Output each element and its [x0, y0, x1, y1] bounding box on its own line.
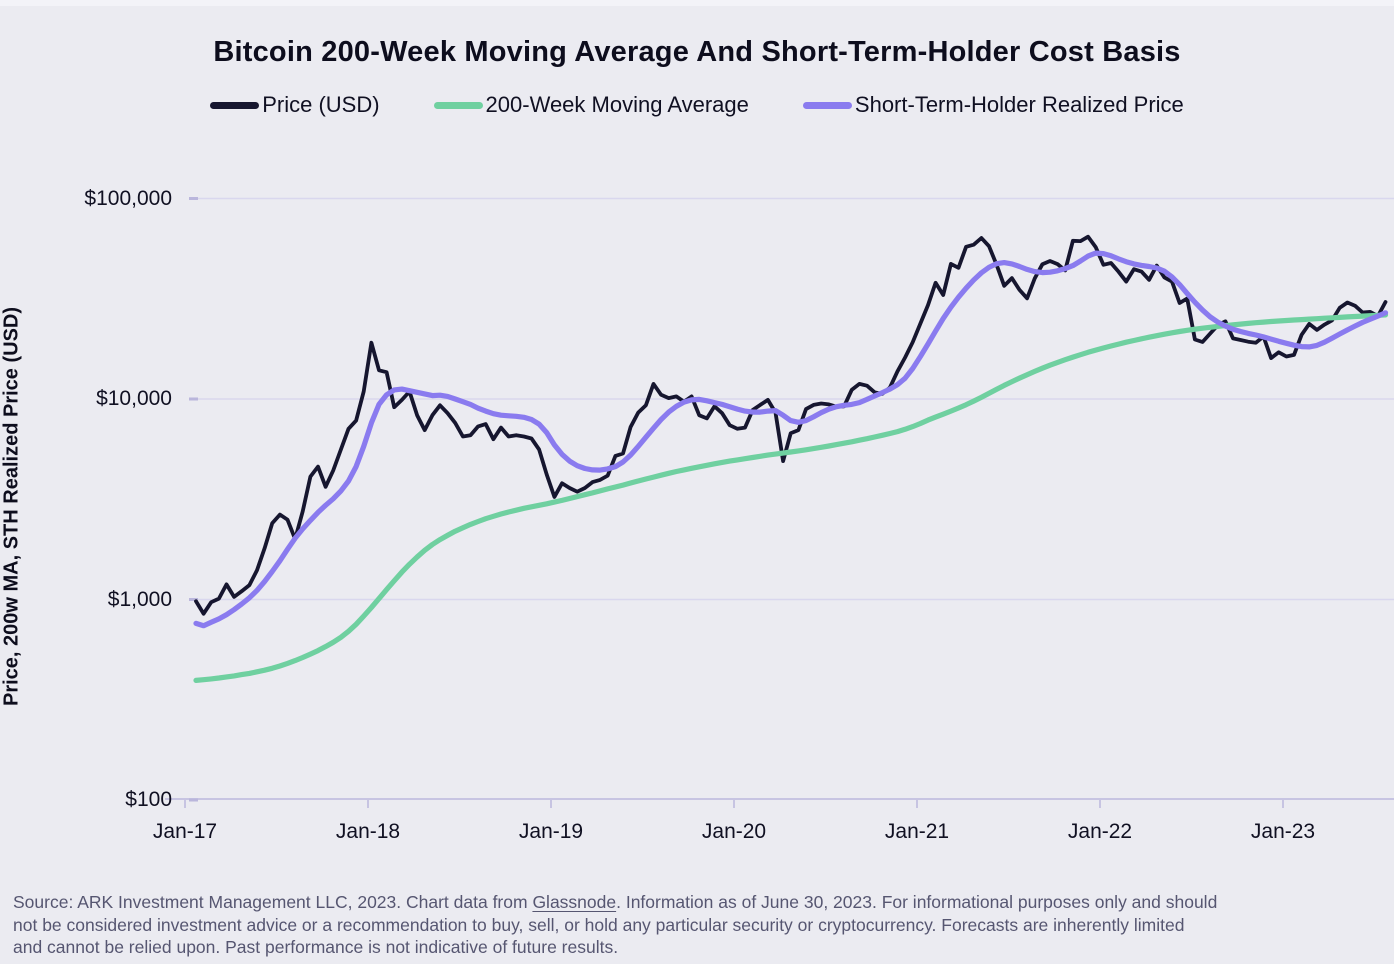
moving-average-line-swatch [433, 101, 483, 109]
legend-label-sth-realized-price: Short-Term-Holder Realized Price [854, 92, 1184, 117]
x-tick-label: Jan-18 [335, 820, 401, 843]
footer-text-before-link: Source: ARK Investment Management LLC, 2… [13, 892, 533, 912]
footer-line3: and cannot be relied upon. Past performa… [13, 937, 619, 957]
y-tick-label: $10,000 [96, 387, 172, 410]
series-line-200-week-moving-average [193, 312, 1389, 683]
x-tick-label: Jan-19 [518, 820, 584, 843]
legend: Price (USD) 200-Week Moving Average Shor… [0, 92, 1394, 118]
sth-realized-price-line-swatch [802, 101, 852, 109]
x-tick-label: Jan-20 [701, 820, 767, 843]
legend-item-sth-realized-price: Short-Term-Holder Realized Price [802, 92, 1184, 118]
footer-line2: not be considered investment advice or a… [13, 914, 1185, 935]
chart-title: Bitcoin 200-Week Moving Average And Shor… [213, 36, 1181, 68]
footer-text-after-link: . Information as of June 30, 2023. For i… [616, 892, 1218, 912]
price-line-swatch [210, 101, 260, 109]
glassnode-link[interactable]: Glassnode [532, 892, 617, 912]
x-tick-label: Jan-17 [152, 820, 218, 843]
source-disclaimer: Source: ARK Investment Management LLC, 2… [13, 891, 1383, 959]
series-line-short-term-holder-realized-price [193, 250, 1389, 629]
x-tick-label: Jan-23 [1250, 820, 1316, 843]
x-tick-label: Jan-21 [884, 820, 950, 843]
y-tick-label: $100,000 [84, 186, 172, 210]
legend-label-price: Price (USD) [262, 92, 380, 117]
top-strip [0, 0, 1394, 6]
legend-item-moving-average: 200-Week Moving Average [433, 92, 749, 118]
y-tick-label: $100 [125, 788, 172, 811]
legend-item-price: Price (USD) [210, 92, 380, 118]
y-axis-label: Price, 200w MA, STH Realized Price (USD) [0, 306, 23, 707]
legend-label-moving-average: 200-Week Moving Average [485, 92, 749, 117]
x-tick-label: Jan-22 [1067, 820, 1133, 843]
y-tick-label: $1,000 [107, 587, 172, 611]
series-line-price-usd- [194, 234, 1388, 616]
